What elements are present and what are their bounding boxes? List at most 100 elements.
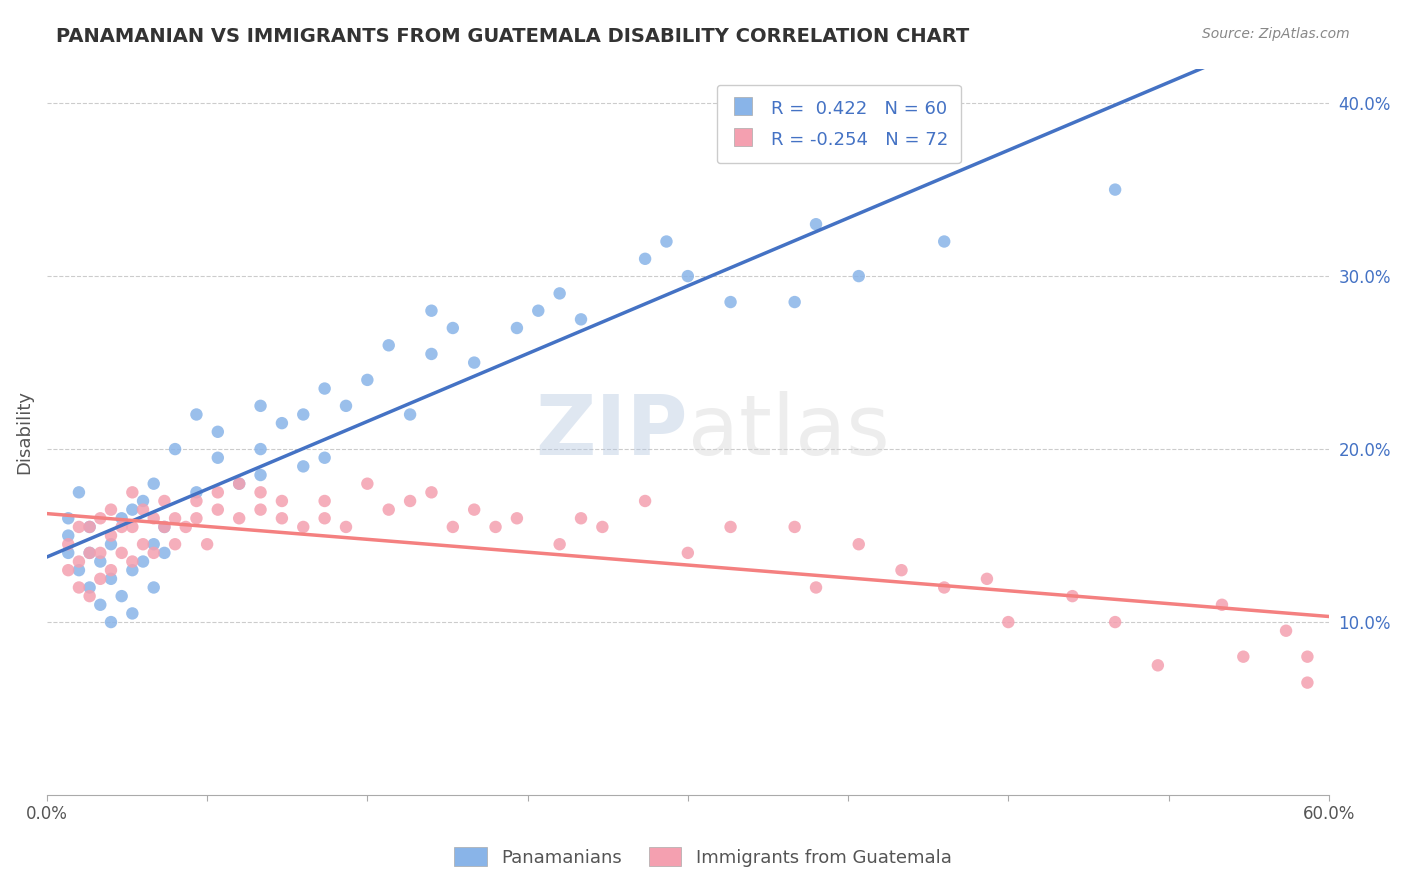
Point [111, 589, 134, 603]
Point [228, 511, 250, 525]
Point [186, 408, 208, 422]
Point [356, 373, 378, 387]
Point [420, 485, 443, 500]
Point [484, 520, 506, 534]
Point [1104, 615, 1126, 629]
Point [249, 442, 271, 456]
Point [569, 511, 592, 525]
Point [890, 563, 912, 577]
Point [142, 476, 165, 491]
Point [655, 235, 678, 249]
Point [1232, 649, 1254, 664]
Point [720, 295, 742, 310]
Point [676, 546, 699, 560]
Point [848, 537, 870, 551]
Point [377, 338, 399, 352]
Text: atlas: atlas [688, 392, 890, 472]
Point [676, 269, 699, 284]
Point [100, 502, 122, 516]
Point [153, 546, 176, 560]
Point [195, 537, 218, 551]
Text: Source: ZipAtlas.com: Source: ZipAtlas.com [1202, 27, 1350, 41]
Point [249, 468, 271, 483]
Point [634, 252, 657, 266]
Point [142, 546, 165, 560]
Point [270, 494, 292, 508]
Point [1296, 675, 1319, 690]
Point [100, 615, 122, 629]
Point [720, 520, 742, 534]
Point [100, 528, 122, 542]
Point [270, 511, 292, 525]
Point [463, 502, 485, 516]
Point [377, 502, 399, 516]
Point [441, 520, 464, 534]
Point [100, 537, 122, 551]
Point [58, 563, 80, 577]
Point [79, 546, 101, 560]
Point [79, 546, 101, 560]
Point [79, 520, 101, 534]
Point [335, 399, 357, 413]
Point [399, 408, 422, 422]
Point [165, 442, 187, 456]
Point [420, 347, 443, 361]
Point [228, 476, 250, 491]
Point [356, 476, 378, 491]
Point [1147, 658, 1170, 673]
Point [314, 450, 336, 465]
Point [153, 494, 176, 508]
Point [249, 485, 271, 500]
Point [121, 520, 143, 534]
Point [174, 520, 197, 534]
Text: PANAMANIAN VS IMMIGRANTS FROM GUATEMALA DISABILITY CORRELATION CHART: PANAMANIAN VS IMMIGRANTS FROM GUATEMALA … [56, 27, 970, 45]
Point [121, 563, 143, 577]
Point [89, 555, 111, 569]
Point [67, 581, 90, 595]
Point [207, 485, 229, 500]
Point [1211, 598, 1233, 612]
Point [463, 355, 485, 369]
Point [506, 511, 529, 525]
Point [186, 494, 208, 508]
Point [548, 537, 571, 551]
Point [207, 450, 229, 465]
Point [1275, 624, 1298, 638]
Point [804, 581, 827, 595]
Point [165, 537, 187, 551]
Point [58, 537, 80, 551]
Point [399, 494, 422, 508]
Point [783, 295, 806, 310]
Point [142, 511, 165, 525]
Point [569, 312, 592, 326]
Point [292, 408, 315, 422]
Point [249, 399, 271, 413]
Point [292, 459, 315, 474]
Point [270, 416, 292, 430]
Point [249, 502, 271, 516]
Point [142, 581, 165, 595]
Point [591, 520, 613, 534]
Point [186, 511, 208, 525]
Point [111, 546, 134, 560]
Point [848, 269, 870, 284]
Point [142, 537, 165, 551]
Point [111, 520, 134, 534]
Point [207, 502, 229, 516]
Y-axis label: Disability: Disability [15, 390, 32, 474]
Point [132, 502, 155, 516]
Point [1296, 649, 1319, 664]
Point [79, 520, 101, 534]
Point [89, 572, 111, 586]
Point [548, 286, 571, 301]
Point [58, 528, 80, 542]
Point [79, 589, 101, 603]
Legend: R =  0.422   N = 60, R = -0.254   N = 72: R = 0.422 N = 60, R = -0.254 N = 72 [717, 85, 960, 163]
Point [67, 485, 90, 500]
Point [121, 607, 143, 621]
Point [153, 520, 176, 534]
Point [997, 615, 1019, 629]
Point [58, 546, 80, 560]
Point [67, 555, 90, 569]
Point [89, 546, 111, 560]
